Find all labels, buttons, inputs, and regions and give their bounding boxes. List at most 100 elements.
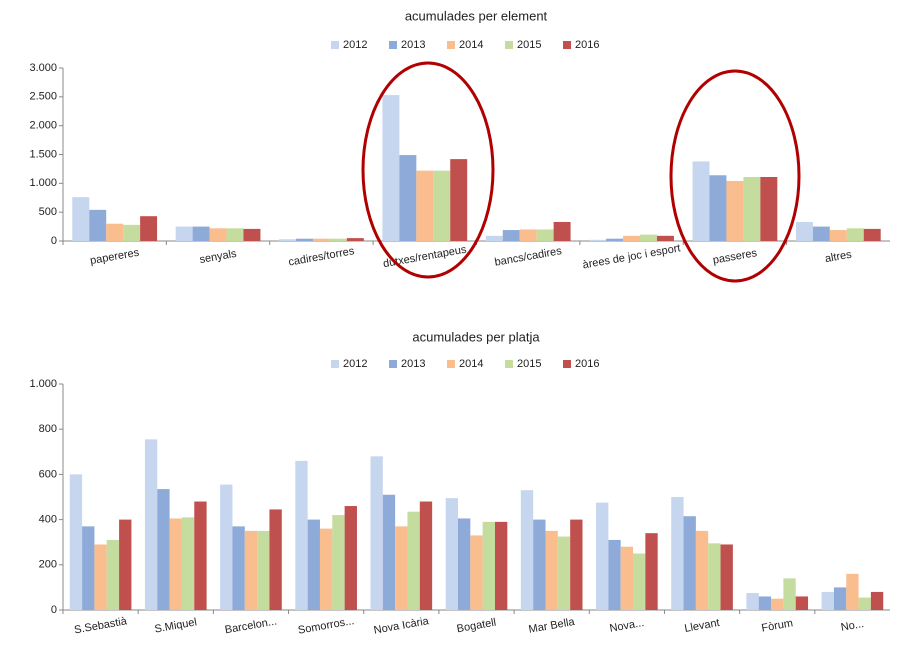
y-tick-label: 600	[39, 468, 57, 480]
bar	[812, 226, 830, 241]
y-tick-label: 400	[39, 514, 57, 526]
legend-label: 2016	[575, 358, 599, 370]
bar	[743, 176, 761, 241]
bar	[829, 230, 847, 241]
bar	[69, 474, 83, 610]
y-tick-label: 3.000	[29, 62, 57, 74]
bar	[382, 95, 400, 241]
bar	[119, 519, 132, 610]
legend-label: 2014	[459, 358, 483, 370]
y-tick-label: 200	[39, 559, 57, 571]
x-tick-label: No...	[840, 618, 865, 634]
bar	[640, 234, 657, 241]
bar	[419, 501, 433, 610]
bar	[485, 235, 503, 241]
bar	[519, 229, 537, 241]
bar	[870, 591, 884, 610]
bar	[346, 238, 364, 241]
bar	[795, 221, 813, 241]
bar	[445, 498, 459, 610]
x-tick-label: Somorros...	[297, 615, 355, 637]
bar	[783, 578, 796, 610]
legend-label: 2013	[401, 358, 425, 370]
bar	[533, 519, 546, 610]
bar	[771, 598, 784, 610]
y-tick-label: 1.000	[29, 378, 57, 390]
y-tick-label: 2.500	[29, 91, 57, 103]
bar	[606, 238, 624, 241]
bar	[502, 230, 520, 241]
bar	[458, 518, 471, 610]
bar	[407, 511, 420, 610]
bar	[416, 170, 434, 241]
bar	[553, 221, 571, 241]
bar	[450, 159, 468, 241]
bar	[726, 181, 744, 241]
y-tick-label: 2.000	[29, 120, 57, 132]
x-tick-label: S.Sebastià	[73, 615, 128, 636]
bar	[106, 539, 120, 610]
legend-label: 2012	[343, 358, 367, 370]
bar	[269, 509, 282, 610]
x-tick-label: Llevant	[684, 617, 721, 635]
bar	[106, 223, 124, 241]
legend-label: 2015	[517, 39, 541, 51]
bar	[709, 175, 727, 241]
bar	[157, 489, 170, 610]
legend-label: 2013	[401, 39, 425, 51]
bar	[192, 226, 210, 241]
bar	[140, 216, 158, 241]
bar	[220, 484, 233, 610]
y-tick-label: 1.500	[29, 148, 57, 160]
legend-swatch	[331, 41, 339, 49]
legend-swatch	[447, 41, 455, 49]
bar	[623, 235, 641, 241]
x-tick-label: passeres	[712, 247, 759, 267]
bar	[329, 238, 347, 241]
y-tick-label: 800	[39, 423, 57, 435]
bar	[382, 494, 396, 610]
bar	[72, 197, 90, 241]
bar	[557, 536, 571, 610]
legend-swatch	[389, 360, 397, 368]
bar	[620, 546, 634, 610]
bar	[295, 460, 308, 610]
bar	[708, 543, 721, 610]
bar	[760, 176, 778, 241]
bar	[833, 587, 847, 610]
y-tick-label: 1.000	[29, 177, 57, 189]
bar	[82, 526, 95, 610]
bar	[470, 535, 483, 610]
bar	[692, 161, 710, 241]
highlight-ellipse	[669, 69, 801, 283]
bar	[319, 528, 333, 610]
bar	[89, 209, 107, 241]
bar	[656, 235, 674, 241]
y-tick-label: 0	[51, 235, 57, 247]
bar	[209, 228, 227, 241]
legend-swatch	[563, 41, 571, 49]
bar	[332, 515, 345, 610]
bar	[123, 224, 141, 241]
x-tick-label: S.Miquel	[154, 616, 198, 635]
bar	[536, 229, 554, 241]
bar	[720, 544, 733, 610]
legend-swatch	[331, 360, 339, 368]
bar	[370, 456, 383, 610]
x-tick-label: Fòrum	[761, 617, 794, 634]
x-tick-label: Bogatell	[456, 617, 497, 636]
bar	[181, 517, 195, 610]
chart-title: acumulades per platja	[412, 329, 540, 344]
bar	[494, 521, 508, 610]
chart-title: acumulades per element	[405, 8, 548, 23]
x-tick-label: senyals	[199, 248, 238, 266]
bar	[279, 239, 297, 241]
legend-label: 2012	[343, 39, 367, 51]
legend-swatch	[389, 41, 397, 49]
x-tick-label: papereres	[89, 247, 140, 268]
x-tick-label: Nova Icària	[373, 615, 431, 637]
bar	[243, 228, 261, 241]
bar	[846, 228, 864, 241]
bar	[194, 501, 207, 610]
